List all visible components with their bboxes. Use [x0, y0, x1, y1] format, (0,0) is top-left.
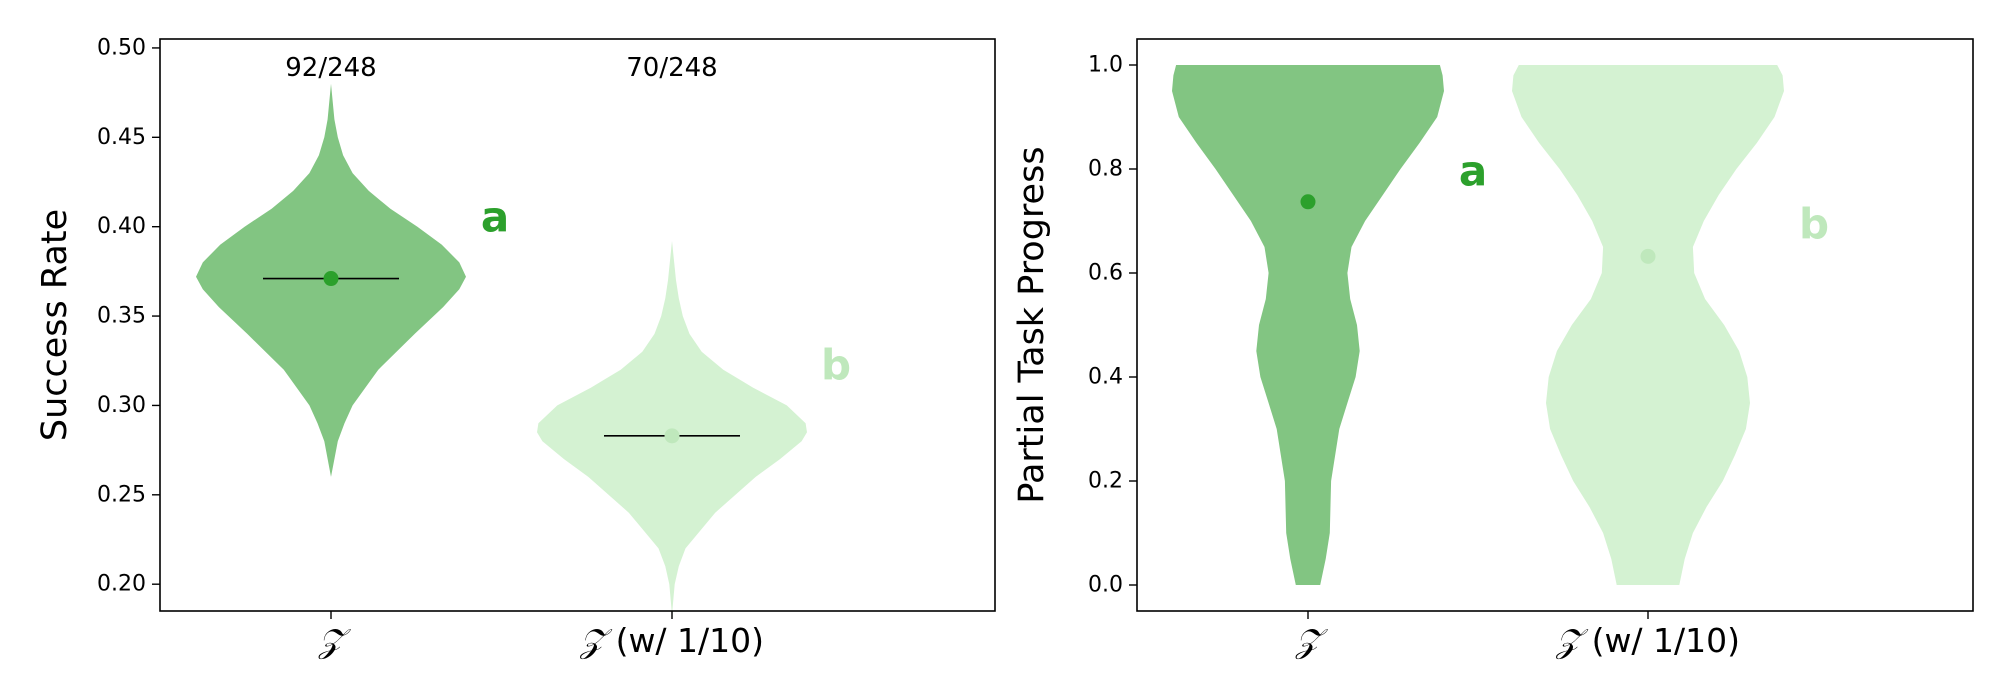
count-label-a: 92/248: [285, 53, 376, 83]
group-letter-b: b: [1799, 200, 1829, 249]
y-tick-label: 0.2: [1088, 469, 1123, 494]
y-tick-label: 0.35: [97, 304, 146, 329]
mean-point-b: [664, 428, 680, 444]
success-rate-panel: 92/248 a 70/248 b 0.20 0.25 0.30 0.35 0.40 0.45 0.…: [35, 35, 996, 660]
y-tick-label: 0.6: [1088, 261, 1123, 286]
y-tick-label: 1.0: [1088, 53, 1123, 78]
x-category-label: 𝒵: [317, 621, 351, 660]
x-category-label: 𝒵: [1294, 621, 1328, 660]
plot-frame: [159, 38, 996, 612]
y-axis-title: Partial Task Progress: [1012, 146, 1052, 503]
y-tick-label: 0.8: [1088, 157, 1123, 182]
y-tick-label: 0.30: [97, 393, 146, 418]
violin-body-b: [1512, 65, 1784, 585]
violin-body-a: [1172, 65, 1444, 585]
group-letter-b: b: [821, 341, 851, 390]
mean-point-b: [1640, 248, 1656, 264]
y-tick-label: 0.20: [97, 572, 146, 597]
mean-point-a: [323, 271, 339, 287]
plot-frame: [1136, 38, 1974, 612]
partial-progress-panel: a b 0.0 0.2 0.4 0.6 0.8 1.0 𝒵 𝒵 (w/ 1/10) Partial …: [1012, 38, 1974, 660]
y-tick-label: 0.40: [97, 214, 146, 239]
y-axis-title: Success Rate: [35, 209, 75, 441]
y-tick-label: 0.50: [97, 35, 146, 60]
violin-body-b: [537, 241, 807, 615]
x-category-label: 𝒵 (w/ 1/10): [579, 621, 764, 660]
group-letter-a: a: [481, 193, 509, 242]
y-tick-label: 0.0: [1088, 573, 1123, 598]
y-tick-label: 0.4: [1088, 365, 1123, 390]
group-letter-a: a: [1459, 147, 1487, 196]
count-label-b: 70/248: [626, 53, 717, 83]
mean-point-a: [1300, 194, 1316, 210]
y-tick-label: 0.25: [97, 482, 146, 507]
x-category-label: 𝒵 (w/ 1/10): [1555, 621, 1740, 660]
y-tick-label: 0.45: [97, 125, 146, 150]
